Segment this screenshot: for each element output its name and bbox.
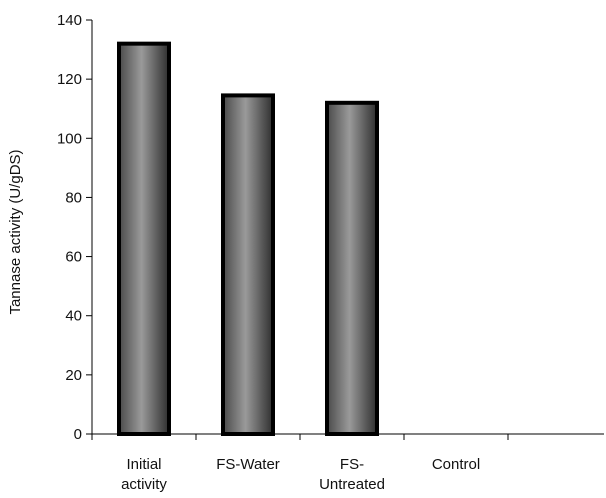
x-tick-label: FS-Untreated <box>319 456 385 493</box>
y-tick-label: 60 <box>65 249 82 266</box>
y-tick-label: 140 <box>57 12 82 29</box>
y-tick-label: 20 <box>65 367 82 384</box>
y-tick-label: 0 <box>74 426 82 443</box>
x-tick-label: Control <box>432 456 480 473</box>
y-tick-label: 120 <box>57 71 82 88</box>
y-axis-label: Tannase activity (U/gDS) <box>7 149 24 314</box>
bars-group <box>117 41 379 437</box>
y-tick-label: 100 <box>57 130 82 147</box>
x-tick-label: FS-Water <box>216 456 280 473</box>
y-tick-label: 80 <box>65 189 82 206</box>
labels-group: 0 20 40 60 80 100 120 140 Initial activity FS-Wate… <box>57 12 480 493</box>
axes-group <box>86 19 604 440</box>
y-tick-label: 40 <box>65 308 82 325</box>
bar <box>221 93 275 437</box>
x-tick-label: Initial activity <box>121 456 167 493</box>
bar <box>325 100 379 437</box>
bar <box>117 41 171 437</box>
